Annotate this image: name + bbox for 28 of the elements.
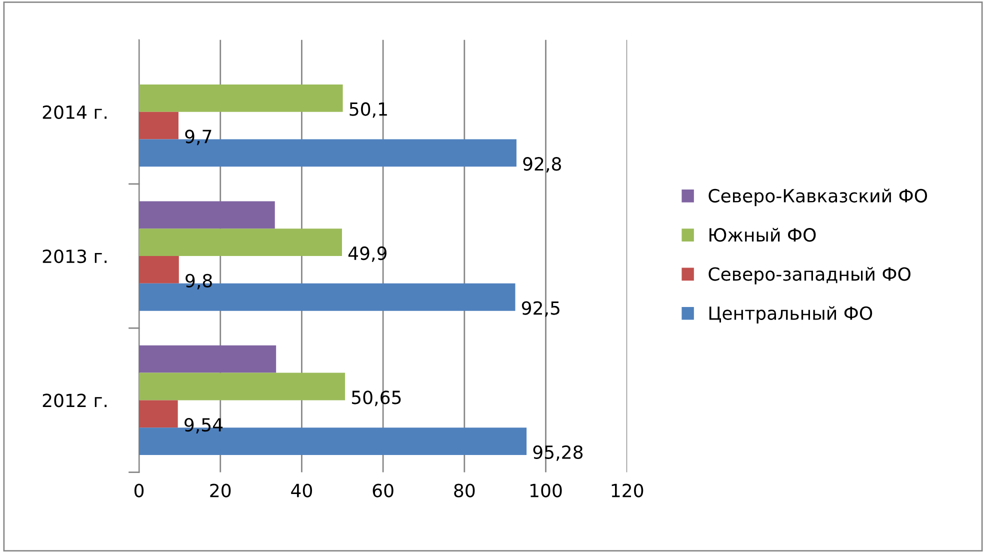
x-tick-label: 20 bbox=[210, 484, 231, 498]
legend-label: Северо-Кавказский ФО bbox=[708, 188, 928, 206]
y-tick-label: 2014 г. bbox=[42, 105, 107, 120]
data-label: 49,9 bbox=[348, 246, 386, 262]
bar bbox=[139, 84, 343, 112]
data-label: 50,1 bbox=[350, 102, 387, 118]
bar bbox=[139, 400, 178, 428]
bar bbox=[139, 228, 342, 256]
x-tick-label: 120 bbox=[612, 484, 644, 498]
x-tick-label: 0 bbox=[134, 484, 144, 498]
data-label: 95,28 bbox=[533, 445, 583, 461]
data-label: 50,65 bbox=[352, 390, 401, 406]
bar bbox=[139, 256, 179, 284]
data-label: 92,8 bbox=[523, 157, 561, 173]
bar bbox=[139, 372, 346, 400]
bar bbox=[139, 201, 275, 229]
legend-label: Южный ФО bbox=[710, 228, 816, 242]
x-tick-label: 40 bbox=[291, 484, 312, 498]
y-tick-label: 2013 г. bbox=[42, 250, 107, 264]
x-tick-label: 80 bbox=[454, 484, 475, 498]
x-tick-label: 60 bbox=[372, 484, 394, 498]
y-tick-label: 2012 г. bbox=[42, 394, 107, 408]
legend-label: Северо-западный ФО bbox=[708, 266, 910, 284]
x-tick-label: 100 bbox=[530, 484, 562, 498]
legend-label: Центральный ФО bbox=[709, 306, 872, 324]
bar bbox=[139, 112, 178, 140]
data-label: 92,5 bbox=[522, 301, 560, 317]
bar bbox=[139, 345, 276, 373]
